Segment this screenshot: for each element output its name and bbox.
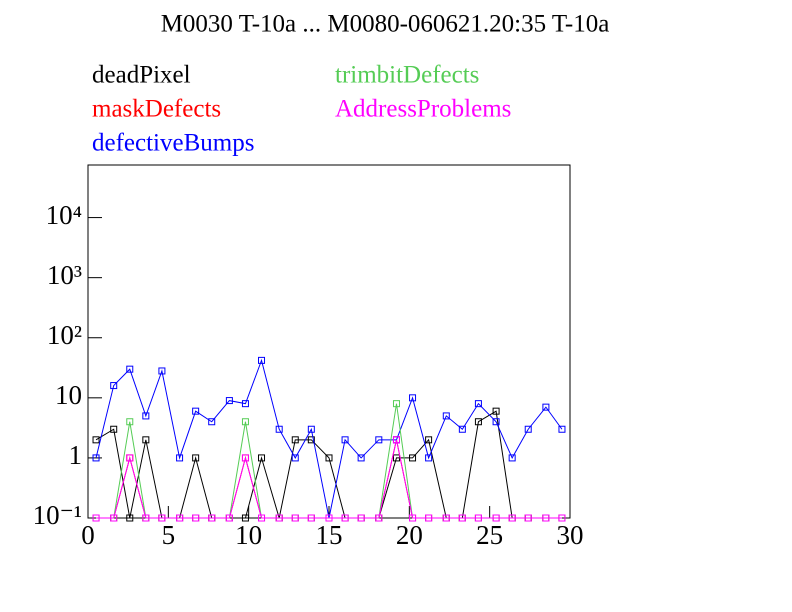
series-line [96,439,562,519]
y-tick-label: 10⁴ [46,200,82,230]
marker [341,514,349,522]
marker [291,514,299,522]
marker [357,514,365,522]
marker [241,454,249,462]
marker [442,514,450,522]
marker [542,403,550,411]
x-tick-label: 30 [557,520,584,550]
legend-label: deadPixel [92,62,191,89]
marker [307,436,315,444]
marker [425,514,433,522]
y-tick-label: 10² [47,320,82,350]
legend-label: maskDefects [92,96,221,123]
marker [492,407,500,415]
marker [442,412,450,420]
marker [558,425,566,433]
marker [492,418,500,426]
marker [524,425,532,433]
marker [508,454,516,462]
marker [392,454,400,462]
marker [92,454,100,462]
marker [241,514,249,522]
marker [192,454,200,462]
y-tick-label: 1 [69,440,83,470]
marker [392,400,400,408]
marker [409,514,417,522]
marker [425,436,433,444]
marker [375,436,383,444]
x-tick-label: 5 [162,520,176,550]
marker [275,514,283,522]
series-line [95,410,562,519]
marker [110,382,118,390]
marker [110,425,118,433]
marker [325,514,333,522]
marker [142,412,150,420]
marker [458,425,466,433]
marker [126,514,134,522]
marker [474,514,482,522]
marker [558,514,566,522]
marker [492,514,500,522]
marker [142,514,150,522]
y-tick-label: 10⁻¹ [33,500,82,530]
marker [291,454,299,462]
marker [392,436,400,444]
legend-label: trimbitDefects [335,62,479,89]
marker [375,514,383,522]
marker [258,356,266,364]
chart-title: M0030 T-10a ... M0080-060621.20:35 T-10a [161,11,610,38]
x-tick-label: 15 [316,520,343,550]
marker [524,514,532,522]
marker [325,454,333,462]
marker [176,514,184,522]
marker [192,407,200,415]
marker [508,514,516,522]
y-tick-label: 10 [55,380,82,410]
marker [241,418,249,426]
marker [474,418,482,426]
marker [176,454,184,462]
marker [158,367,166,375]
marker [474,400,482,408]
marker [126,365,134,373]
x-tick-label: 20 [396,520,423,550]
marker [92,514,100,522]
marker [458,514,466,522]
marker [142,436,150,444]
marker [126,418,134,426]
legend-label: AddressProblems [335,96,511,123]
series-line [95,358,563,519]
x-tick-label: 10 [235,520,262,550]
marker [208,418,216,426]
marker [208,514,216,522]
marker [241,400,249,408]
marker [258,514,266,522]
marker [542,514,550,522]
y-tick-label: 10³ [47,260,82,290]
marker [225,397,233,405]
marker [110,514,118,522]
marker [341,436,349,444]
marker [126,454,134,462]
marker [192,514,200,522]
x-tick-label: 25 [476,520,503,550]
marker [291,436,299,444]
marker [158,514,166,522]
marker [275,425,283,433]
marker [92,436,100,444]
x-tick-label: 0 [81,520,95,550]
marker [357,454,365,462]
marker [425,454,433,462]
marker [307,425,315,433]
marker [409,454,417,462]
plot-frame [87,164,571,519]
marker [409,394,417,402]
marker [258,454,266,462]
legend-label: defectiveBumps [92,130,254,157]
marker [225,514,233,522]
marker [307,514,315,522]
